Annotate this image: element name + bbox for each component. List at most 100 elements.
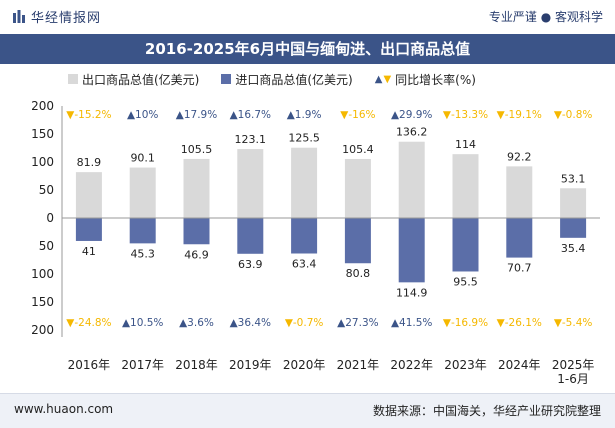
legend-export-label: 出口商品总值(亿美元) <box>82 72 200 87</box>
import-bar <box>560 218 587 238</box>
export-growth-label: ▲16.7% <box>230 109 271 121</box>
import-bar <box>452 218 479 272</box>
export-growth-label: ▲29.9% <box>391 109 432 121</box>
y-tick-label: 150 <box>31 295 54 309</box>
export-data-label: 114 <box>455 138 476 151</box>
export-bar <box>506 166 533 218</box>
import-bar <box>183 218 210 245</box>
top-bar: 华经情报网 专业严谨 ● 客观科学 <box>0 0 615 34</box>
import-data-label: 45.3 <box>130 247 155 260</box>
export-data-label: 53.1 <box>561 172 586 185</box>
import-data-label: 80.8 <box>346 267 371 280</box>
export-data-label: 125.5 <box>288 132 320 145</box>
x-tick-label: 2023年 <box>444 358 487 372</box>
export-data-label: 90.1 <box>130 152 155 165</box>
import-growth-label: ▼-0.7% <box>285 317 324 329</box>
import-growth-label: ▼-26.1% <box>497 317 542 329</box>
y-tick-label: 50 <box>39 183 54 197</box>
export-growth-label: ▼-19.1% <box>497 109 542 121</box>
footer: www.huaon.com 数据来源：中国海关，华经产业研究院整理 <box>0 393 615 428</box>
export-data-label: 105.5 <box>181 143 213 156</box>
export-data-label: 105.4 <box>342 143 374 156</box>
export-data-label: 136.2 <box>396 126 428 139</box>
import-data-label: 63.4 <box>292 258 317 271</box>
import-data-label: 95.5 <box>453 275 478 288</box>
x-tick-label: 2022年 <box>390 358 433 372</box>
export-bar <box>344 158 371 218</box>
x-tick-label: 2021年 <box>337 358 380 372</box>
import-bar <box>344 218 371 264</box>
import-bar <box>398 218 425 283</box>
y-tick-label: 100 <box>31 267 54 281</box>
export-growth-label: ▼-15.2% <box>66 109 111 121</box>
down-triangle-icon: ▼ <box>383 73 392 85</box>
chart-plot: 200 150 100 50 0 50 100 150 200 81.9 41 ▼-15.2% ▼-24… <box>31 99 600 386</box>
import-growth-label: ▼-24.8% <box>66 317 111 329</box>
export-growth-label: ▲1.9% <box>287 109 322 121</box>
export-growth-label: ▲17.9% <box>176 109 217 121</box>
legend-growth-label: 同比增长率(%) <box>395 72 476 87</box>
import-bar <box>75 218 102 241</box>
export-bar <box>129 167 156 218</box>
import-growth-label: ▼-5.4% <box>554 317 593 329</box>
y-tick-label: 50 <box>39 239 54 253</box>
legend-growth: ▲ ▼ 同比增长率(%) <box>375 71 476 88</box>
y-tick-label: 0 <box>46 211 54 225</box>
import-bar <box>129 218 156 244</box>
y-tick-label: 200 <box>31 99 54 113</box>
legend-import: 进口商品总值(亿美元) <box>221 71 353 88</box>
footer-site: www.huaon.com <box>14 402 114 416</box>
export-bar <box>291 147 318 218</box>
import-growth-label: ▲3.6% <box>179 317 214 329</box>
chart-title: 2016-2025年6月中国与缅甸进、出口商品总值 <box>0 34 615 64</box>
x-tick-label: 2024年 <box>498 358 541 372</box>
x-tick-label: 2025年 <box>552 358 595 372</box>
slogan: 专业严谨 ● 客观科学 <box>488 10 603 24</box>
legend-import-label: 进口商品总值(亿美元) <box>235 72 353 87</box>
export-bar <box>398 141 425 218</box>
import-bar <box>506 218 533 258</box>
import-bar <box>237 218 264 254</box>
import-data-label: 41 <box>82 245 96 258</box>
export-bar <box>452 154 479 218</box>
brand-logo-icon <box>13 10 25 23</box>
export-bar <box>560 188 587 218</box>
export-bar <box>237 149 264 218</box>
import-data-label: 46.9 <box>184 248 209 261</box>
legend-import-swatch <box>221 74 232 84</box>
import-growth-label: ▲36.4% <box>230 317 271 329</box>
export-bar <box>75 172 102 218</box>
export-bar <box>183 158 210 218</box>
x-tick-label: 2018年 <box>175 358 218 372</box>
import-data-label: 35.4 <box>561 242 586 255</box>
import-growth-label: ▲27.3% <box>337 317 378 329</box>
legend-export: 出口商品总值(亿美元) <box>68 71 199 88</box>
import-growth-label: ▲10.5% <box>122 317 163 329</box>
up-triangle-icon: ▲ <box>374 73 383 85</box>
export-growth-label: ▲10% <box>127 109 158 121</box>
footer-source: 数据来源：中国海关，华经产业研究院整理 <box>372 404 601 418</box>
import-data-label: 114.9 <box>396 286 428 299</box>
export-growth-label: ▼-16% <box>340 109 375 121</box>
import-growth-label: ▼-16.9% <box>443 317 488 329</box>
import-data-label: 63.9 <box>238 258 263 271</box>
import-bar <box>291 218 318 254</box>
x-tick-label: 2020年 <box>283 358 326 372</box>
x-tick-label: 1-6月 <box>557 372 589 386</box>
export-growth-label: ▼-0.8% <box>554 109 593 121</box>
brand-name: 华经情报网 <box>31 11 102 26</box>
import-growth-label: ▲41.5% <box>391 317 432 329</box>
y-tick-label: 200 <box>31 323 54 337</box>
export-data-label: 81.9 <box>77 156 102 169</box>
x-tick-label: 2017年 <box>121 358 164 372</box>
import-data-label: 70.7 <box>507 262 532 275</box>
legend-export-swatch <box>68 74 78 84</box>
export-data-label: 92.2 <box>507 150 532 163</box>
y-tick-label: 100 <box>31 155 54 169</box>
y-tick-label: 150 <box>31 127 54 141</box>
export-data-label: 123.1 <box>235 133 267 146</box>
x-tick-label: 2019年 <box>229 358 272 372</box>
chart-legend: 出口商品总值(亿美元) 进口商品总值(亿美元) ▲ ▼ 同比增长率(%) <box>68 70 498 88</box>
export-growth-label: ▼-13.3% <box>443 109 488 121</box>
x-tick-label: 2016年 <box>68 358 111 372</box>
